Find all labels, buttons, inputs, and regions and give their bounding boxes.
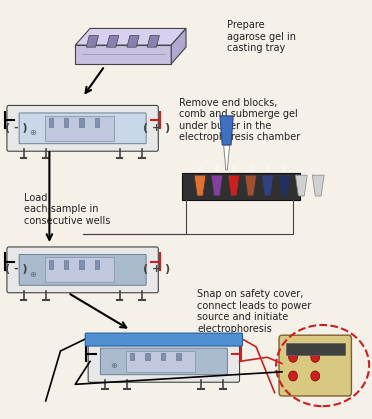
- Text: C: C: [231, 166, 236, 172]
- Bar: [95, 260, 99, 269]
- Polygon shape: [279, 175, 290, 196]
- Text: F: F: [282, 166, 286, 172]
- Text: ⊕: ⊕: [29, 128, 36, 137]
- FancyBboxPatch shape: [19, 254, 146, 285]
- Text: Prepare
agarose gel in
casting tray: Prepare agarose gel in casting tray: [227, 20, 296, 53]
- FancyBboxPatch shape: [100, 348, 227, 375]
- Bar: [45, 116, 114, 141]
- Text: ⊕: ⊕: [29, 270, 36, 279]
- FancyBboxPatch shape: [88, 341, 240, 382]
- Bar: [126, 351, 195, 372]
- Bar: [161, 353, 165, 360]
- Bar: [145, 353, 150, 360]
- Polygon shape: [228, 175, 240, 196]
- Text: Snap on safety cover,
connect leads to power
source and initiate
electrophoresis: Snap on safety cover, connect leads to p…: [197, 289, 311, 334]
- Text: Load
each sample in
consecutive wells: Load each sample in consecutive wells: [23, 193, 110, 226]
- Polygon shape: [295, 175, 307, 196]
- Bar: [80, 260, 84, 269]
- Text: Remove end blocks,
comb and submerge gel
under buffer in the
electrophoresis cha: Remove end blocks, comb and submerge gel…: [179, 98, 300, 142]
- Bar: [45, 257, 114, 282]
- Polygon shape: [220, 116, 233, 145]
- Polygon shape: [224, 145, 230, 170]
- Text: ( + ): ( + ): [143, 264, 170, 274]
- Bar: [64, 260, 68, 269]
- Polygon shape: [147, 36, 160, 47]
- FancyBboxPatch shape: [85, 333, 243, 346]
- Polygon shape: [262, 175, 273, 196]
- Text: E: E: [265, 166, 270, 172]
- Text: ( - ): ( - ): [5, 122, 28, 132]
- Polygon shape: [86, 36, 99, 47]
- Text: ( - ): ( - ): [5, 264, 28, 274]
- Bar: [80, 118, 84, 127]
- Text: B: B: [215, 166, 219, 172]
- FancyBboxPatch shape: [7, 247, 158, 293]
- Polygon shape: [127, 36, 139, 47]
- Polygon shape: [75, 45, 171, 64]
- Polygon shape: [312, 175, 324, 196]
- Circle shape: [289, 371, 298, 381]
- Polygon shape: [245, 175, 257, 196]
- FancyBboxPatch shape: [7, 106, 158, 151]
- Bar: [64, 118, 68, 127]
- Bar: [49, 118, 53, 127]
- Text: D: D: [248, 166, 253, 172]
- Circle shape: [311, 352, 320, 362]
- Bar: [49, 260, 53, 269]
- Circle shape: [311, 371, 320, 381]
- Polygon shape: [107, 36, 119, 47]
- Bar: [176, 353, 180, 360]
- Text: A: A: [198, 166, 202, 172]
- Circle shape: [289, 352, 298, 362]
- Text: ( + ): ( + ): [143, 122, 170, 132]
- Polygon shape: [75, 28, 186, 45]
- Polygon shape: [211, 175, 223, 196]
- FancyBboxPatch shape: [19, 113, 146, 144]
- FancyBboxPatch shape: [279, 335, 352, 396]
- Bar: [286, 343, 345, 355]
- Bar: [182, 173, 301, 200]
- Bar: [130, 353, 134, 360]
- Bar: [95, 118, 99, 127]
- Polygon shape: [171, 28, 186, 64]
- Text: ⊕: ⊕: [110, 361, 117, 370]
- Polygon shape: [194, 175, 206, 196]
